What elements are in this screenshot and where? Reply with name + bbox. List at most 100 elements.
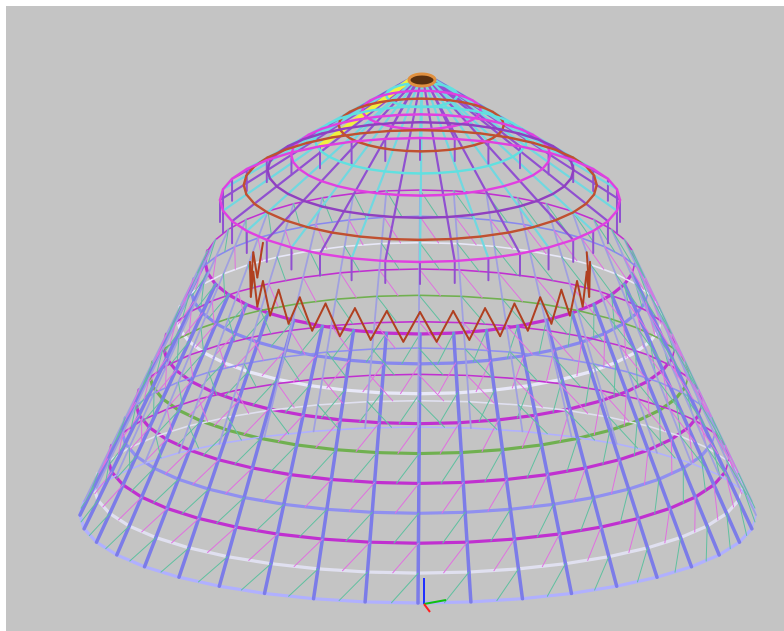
radial-member	[706, 446, 721, 476]
diagonal-member	[611, 459, 620, 495]
diagonal-member	[160, 547, 190, 573]
radial-member	[339, 245, 346, 274]
diagonal-member	[585, 371, 592, 406]
radial-member	[314, 324, 325, 358]
ring-member	[584, 336, 621, 347]
diagonal-member	[634, 352, 639, 388]
radial-member	[590, 263, 602, 293]
radial-member	[363, 570, 370, 604]
drum-member	[526, 296, 542, 332]
diagonal-member	[599, 291, 625, 324]
diagonal-member	[212, 256, 217, 280]
diagonal-member	[669, 408, 696, 443]
radial-member	[592, 362, 602, 392]
diagonal-member	[618, 344, 646, 378]
diagonal-member	[192, 459, 220, 485]
radial-member	[593, 218, 606, 248]
diagonal-member	[481, 419, 499, 452]
diagonal-member	[227, 318, 236, 342]
purlin	[245, 165, 256, 177]
diagonal-member	[625, 300, 650, 334]
diagonal-member	[417, 373, 445, 402]
purlin	[342, 210, 370, 217]
diagonal-member	[142, 361, 154, 385]
ring-member	[610, 228, 626, 241]
ring-member	[590, 263, 617, 275]
radial-member	[148, 349, 164, 379]
diagonal-member	[195, 323, 217, 348]
radial-member	[282, 472, 293, 507]
purlin	[532, 141, 557, 151]
radial-member	[262, 561, 273, 596]
radial-member	[610, 228, 625, 258]
ring-member	[725, 498, 741, 516]
radial-member	[466, 374, 470, 403]
ring-member	[646, 425, 682, 438]
diagonal-member	[593, 400, 601, 436]
ring-member	[551, 495, 595, 506]
diagonal-member	[270, 319, 295, 347]
radial-member	[143, 435, 157, 465]
drum-member	[484, 307, 502, 338]
radial-member	[123, 413, 141, 446]
diagonal-member	[171, 517, 200, 544]
drum-member	[499, 302, 516, 338]
radial-member	[517, 403, 524, 433]
drum-member	[568, 280, 579, 317]
radial-member	[207, 344, 220, 374]
radial-member	[96, 470, 114, 503]
ring-member	[385, 189, 421, 192]
diagonal-member	[149, 357, 167, 382]
ring-member	[143, 451, 180, 465]
diagonal-member	[371, 348, 395, 376]
diagonal-member	[309, 449, 337, 478]
purlin	[390, 125, 403, 130]
purlin	[419, 105, 441, 109]
radial-member	[633, 350, 650, 384]
ring-member	[244, 302, 270, 315]
purlin	[563, 177, 573, 188]
ring-member	[94, 540, 119, 557]
diagonal-member	[646, 380, 650, 417]
purlin	[351, 109, 370, 116]
radial-member	[576, 309, 587, 339]
radial-member	[211, 272, 225, 302]
purlin	[479, 231, 510, 238]
ring-member	[571, 210, 595, 221]
diagonal-member	[441, 481, 464, 514]
ring-member	[655, 565, 694, 579]
diagonal-member	[742, 486, 756, 523]
drum-member	[588, 261, 591, 289]
radial-member	[94, 511, 112, 544]
diagonal-member	[633, 420, 638, 456]
radial-member	[484, 328, 493, 363]
radial-member	[236, 369, 250, 403]
radial-member	[551, 502, 562, 536]
drum-member	[369, 310, 388, 341]
radial-member	[338, 388, 347, 422]
radial-member	[561, 256, 571, 285]
purlin	[592, 167, 610, 180]
radial-member	[259, 282, 270, 312]
diagonal-member	[674, 537, 682, 573]
radial-member	[226, 389, 237, 419]
diagonal-member	[338, 571, 368, 602]
purlin	[320, 205, 346, 213]
ring-member	[206, 271, 218, 286]
purlin	[266, 211, 287, 222]
diagonal-member	[118, 496, 143, 521]
radial-member	[456, 242, 461, 271]
purlin	[592, 220, 610, 233]
radial-member	[95, 459, 111, 489]
purlin	[419, 215, 449, 219]
ring-member	[217, 336, 254, 347]
purlin	[275, 185, 290, 196]
purlin	[356, 103, 370, 110]
radial-member	[373, 295, 378, 324]
diagonal-member	[439, 422, 460, 454]
diagonal-member	[466, 374, 495, 404]
diagonal-member	[517, 404, 548, 435]
ring-member	[705, 511, 729, 528]
radial-member	[368, 510, 374, 544]
purlin	[356, 140, 370, 147]
